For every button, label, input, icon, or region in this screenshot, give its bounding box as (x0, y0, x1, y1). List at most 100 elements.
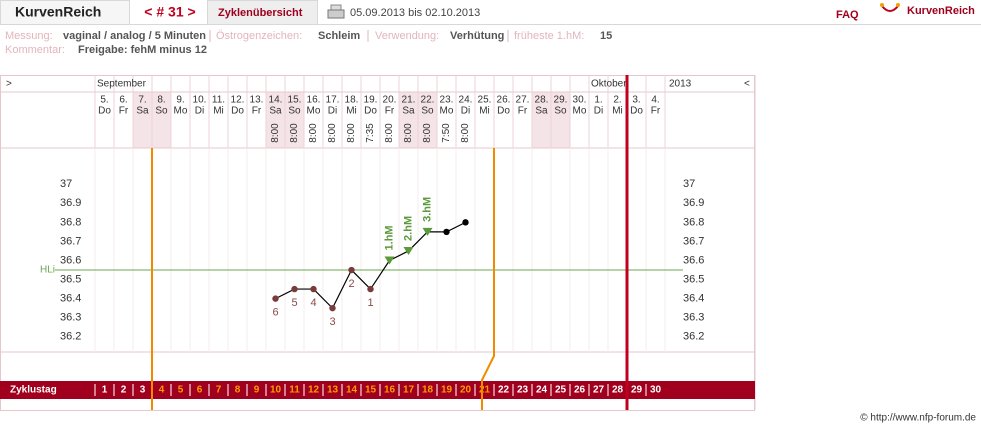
cycle-nav[interactable]: < # 31 > (144, 4, 195, 20)
cycle-day: 9 (254, 385, 260, 396)
weekday-label: Do (98, 106, 111, 117)
day-label: 25. (478, 95, 492, 106)
weekend-shade (285, 92, 304, 148)
info-label: Messung: (5, 30, 53, 42)
weekday-label: Mo (573, 106, 587, 117)
cycle-day: 6 (197, 385, 203, 396)
info-value: Verhütung (450, 30, 504, 42)
info-value: 15 (600, 30, 612, 42)
y-tick-label: 36.2 (60, 331, 81, 343)
hm-label: 1.hM (383, 225, 395, 250)
cycle-day: 15 (365, 385, 377, 396)
info-value: Schleim (318, 30, 360, 42)
day-label: 3. (632, 95, 640, 106)
date-range: 05.09.2013 bis 02.10.2013 (350, 7, 480, 19)
time-label: 8:00 (460, 123, 471, 143)
day-label: 28. (535, 95, 549, 106)
day-label: 20. (383, 95, 397, 106)
weekday-label: Sa (269, 106, 282, 117)
day-label: 26. (497, 95, 511, 106)
weekend-shade (532, 92, 551, 148)
cycle-day: 23 (517, 385, 529, 396)
weekday-label: Mo (174, 106, 188, 117)
weekday-label: Do (497, 106, 510, 117)
cycle-day: 27 (593, 385, 605, 396)
hm-marker (422, 227, 433, 236)
day-label: 10. (193, 95, 207, 106)
brand[interactable]: KurvenReich (907, 5, 975, 17)
day-label: 7. (138, 95, 146, 106)
low-label: 5 (291, 297, 297, 309)
brand-icon (880, 3, 900, 12)
low-point (291, 285, 298, 293)
hm-marker (384, 256, 395, 265)
time-label: 7:35 (365, 123, 376, 143)
time-label: 8:00 (422, 123, 433, 143)
time-label: 8:00 (308, 123, 319, 143)
logo-box (0, 0, 130, 25)
cycle-day: 10 (270, 385, 282, 396)
tab[interactable]: Zyklenübersicht (218, 7, 303, 19)
cycle-day: 14 (346, 385, 358, 396)
weekday-label: Mo (440, 106, 454, 117)
cycle-day: 20 (460, 385, 472, 396)
logo[interactable]: KurvenReich (15, 4, 101, 20)
weekday-label: Sa (402, 106, 415, 117)
weekday-label: Mi (213, 106, 224, 117)
weekday-label: Fr (651, 106, 661, 117)
y-tick-label: 37 (60, 178, 72, 190)
cycle-day: 29 (631, 385, 643, 396)
hm-marker (403, 246, 414, 255)
cycle-day: 19 (441, 385, 453, 396)
cycle-row (0, 381, 755, 399)
day-label: 24. (459, 95, 473, 106)
year: 2013 (669, 79, 692, 90)
month-label: Oktober (591, 79, 627, 90)
nav-left[interactable]: > (6, 79, 12, 90)
month-label: September (97, 79, 147, 90)
weekday-label: Sa (535, 106, 548, 117)
cycle-day: 28 (612, 385, 624, 396)
y-tick-label-right: 36.7 (683, 235, 704, 247)
day-label: 27. (516, 95, 530, 106)
low-point (310, 285, 317, 293)
weekday-label: Mo (307, 106, 321, 117)
info-value: Freigabe: fehM minus 12 (78, 44, 207, 56)
cycle-day: 13 (327, 385, 339, 396)
weekday-label: Do (630, 106, 643, 117)
high-point (462, 219, 469, 226)
low-label: 2 (348, 278, 354, 290)
y-tick-label: 36.7 (60, 235, 81, 247)
time-label: 8:00 (403, 123, 414, 143)
weekend-shade (133, 92, 152, 148)
cycle-label: Zyklustag (10, 385, 57, 396)
cycle-day: 21 (479, 385, 491, 396)
nav-right[interactable]: < (744, 79, 750, 90)
print-icon[interactable] (327, 4, 345, 19)
low-label: 3 (329, 316, 335, 328)
y-tick-label-right: 37 (683, 178, 695, 190)
weekday-label: Di (328, 106, 337, 117)
y-tick-label-right: 36.5 (683, 273, 704, 285)
y-tick-label: 36.9 (60, 197, 81, 209)
cycle-day: 30 (650, 385, 662, 396)
day-label: 2. (613, 95, 621, 106)
cycle-day: 11 (289, 385, 300, 396)
cycle-day: 2 (121, 385, 127, 396)
y-tick-label: 36.3 (60, 312, 81, 324)
time-label: 8:00 (346, 123, 357, 143)
cycle-day: 5 (178, 385, 184, 396)
time-label: 8:00 (327, 123, 338, 143)
low-label: 1 (367, 297, 373, 309)
weekend-shade (266, 92, 285, 148)
day-label: 6. (119, 95, 127, 106)
faq[interactable]: FAQ (836, 9, 859, 21)
cycle-day: 4 (159, 385, 165, 396)
weekday-label: Fr (119, 106, 129, 117)
low-label: 6 (272, 307, 278, 319)
y-tick-label-right: 36.2 (683, 331, 704, 343)
info-label: Verwendung: (375, 30, 439, 42)
day-label: 30. (573, 95, 587, 106)
weekday-label: Fr (252, 106, 262, 117)
